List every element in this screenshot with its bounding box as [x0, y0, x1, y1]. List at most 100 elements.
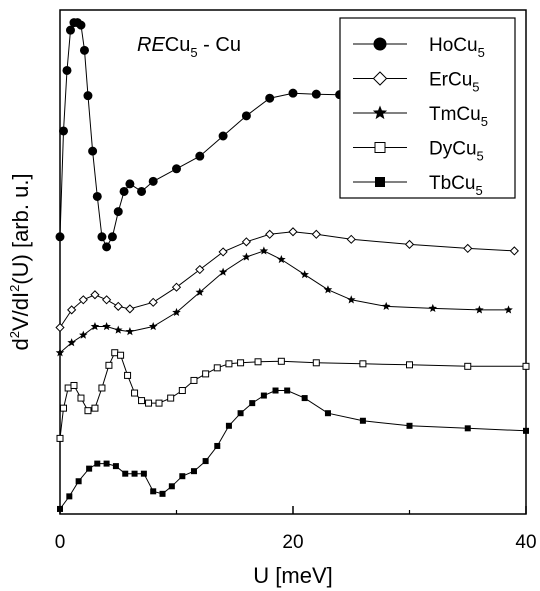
point-tbcu5: [249, 400, 256, 407]
legend-item-tbcu5: TbCu5: [353, 173, 483, 198]
point-dycu5: [312, 359, 320, 367]
point-dycu5: [178, 387, 186, 395]
point-ercu5: [463, 243, 473, 253]
point-hocu5: [76, 20, 86, 30]
point-tmcu5: [277, 254, 286, 264]
legend: HoCu5 ErCu5 TmCu5 DyCu5 TbCu5: [339, 17, 516, 199]
point-tmcu5: [300, 270, 309, 279]
point-tmcu5: [90, 322, 100, 331]
point-dycu5: [59, 404, 67, 412]
point-tbcu5: [523, 427, 529, 434]
point-hocu5: [102, 242, 112, 252]
point-dycu5: [522, 362, 530, 370]
point-hocu5: [65, 25, 75, 35]
point-dycu5: [56, 434, 64, 442]
point-ercu5: [171, 282, 182, 292]
point-dycu5: [225, 360, 233, 368]
point-ercu5: [195, 264, 205, 275]
legend-label-tmcu5: TmCu5: [429, 104, 488, 129]
point-dycu5: [254, 358, 262, 366]
point-dycu5: [131, 389, 139, 397]
point-tmcu5: [55, 348, 65, 357]
point-tmcu5: [102, 322, 111, 331]
point-dycu5: [406, 361, 413, 369]
point-hocu5: [119, 186, 129, 196]
chart-title-base: Cu: [165, 34, 191, 56]
legend-label-ercu5: ErCu5: [429, 70, 480, 95]
point-tbcu5: [131, 470, 138, 477]
y-axis-label-c: (U) [arb. u.]: [8, 173, 33, 284]
point-tmcu5: [428, 303, 438, 313]
point-tbcu5: [237, 410, 244, 417]
legend-box: [339, 17, 516, 199]
point-ercu5: [78, 295, 88, 305]
chart-title-rest: - Cu: [198, 34, 241, 56]
legend-marker-tbcu5: [375, 177, 385, 187]
point-hocu5: [97, 232, 107, 242]
point-hocu5: [88, 146, 98, 156]
point-dycu5: [77, 394, 85, 402]
point-dycu5: [155, 399, 163, 407]
point-ercu5: [265, 229, 275, 239]
y-axis-label-a: d: [8, 338, 33, 350]
point-hocu5: [58, 126, 68, 136]
point-hocu5: [62, 65, 72, 75]
point-hocu5: [79, 45, 89, 55]
legend-marker-ercu5: [372, 71, 388, 86]
point-tbcu5: [406, 422, 413, 429]
legend-item-tmcu5: TmCu5: [353, 104, 488, 129]
point-tmcu5: [172, 307, 181, 317]
point-hocu5: [137, 186, 147, 196]
chart-title-italic: RE: [137, 34, 165, 56]
chart-title-sub: 5: [190, 45, 197, 60]
point-ercu5: [288, 227, 298, 237]
x-tick-label: 40: [515, 532, 536, 553]
point-dycu5: [105, 361, 113, 369]
point-ercu5: [241, 237, 252, 247]
point-dycu5: [124, 371, 132, 379]
point-hocu5: [172, 164, 181, 174]
legend-marker-dycu5: [374, 142, 386, 153]
point-hocu5: [125, 179, 135, 189]
point-ercu5: [90, 290, 100, 300]
point-tbcu5: [284, 387, 291, 394]
point-tmcu5: [218, 267, 228, 276]
x-tick-label: 0: [55, 532, 66, 553]
point-dycu5: [277, 357, 285, 365]
point-ercu5: [55, 322, 65, 333]
point-tbcu5: [75, 478, 82, 485]
point-tmcu5: [67, 338, 76, 347]
y-axis-label: d2V/dI2(U) [arb. u.]: [7, 173, 33, 350]
point-tbcu5: [464, 425, 471, 432]
point-tmcu5: [125, 327, 135, 336]
point-ercu5: [509, 246, 519, 256]
point-tbcu5: [122, 470, 129, 477]
point-hocu5: [107, 232, 117, 242]
point-tbcu5: [190, 468, 197, 475]
point-hocu5: [83, 91, 93, 101]
point-hocu5: [92, 191, 102, 201]
point-tbcu5: [86, 465, 93, 472]
point-tbcu5: [159, 490, 166, 497]
point-tmcu5: [475, 305, 484, 314]
point-hocu5: [311, 89, 321, 99]
chart-title: RECu5 - Cu: [137, 34, 241, 60]
point-ercu5: [113, 301, 123, 311]
point-tbcu5: [140, 470, 147, 477]
ticks-layer: 0 20 40: [55, 506, 537, 553]
y-axis-label-sup1: 2: [7, 331, 22, 338]
point-ercu5: [346, 234, 356, 244]
point-tbcu5: [225, 422, 232, 429]
point-dycu5: [237, 359, 245, 367]
point-hocu5: [148, 176, 158, 186]
point-dycu5: [98, 384, 106, 392]
point-dycu5: [167, 394, 175, 402]
point-tmcu5: [113, 325, 123, 334]
point-hocu5: [241, 111, 251, 121]
series-tmcu5: [55, 246, 513, 357]
point-dycu5: [202, 370, 210, 378]
series-tbcu5: [57, 387, 529, 512]
point-ercu5: [404, 239, 415, 249]
point-hocu5: [265, 93, 275, 103]
